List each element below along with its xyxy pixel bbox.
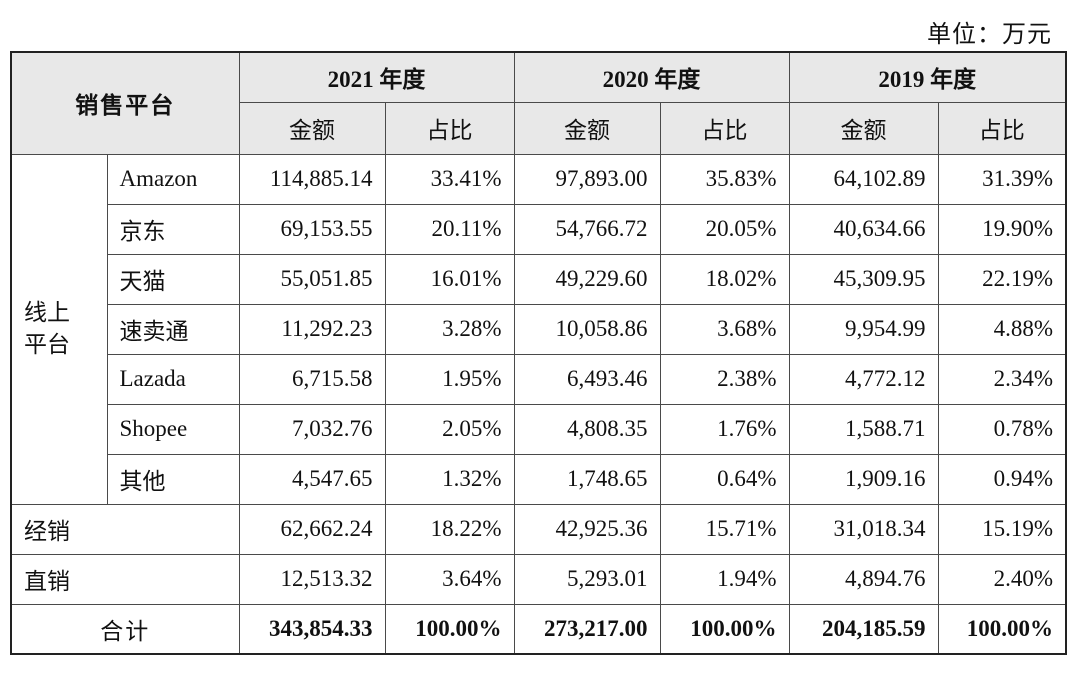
cell-ratio: 2.05% bbox=[384, 403, 515, 455]
cell-ratio: 0.78% bbox=[937, 403, 1067, 455]
table-row: Shopee 7,032.76 2.05% 4,808.35 1.76% 1,5… bbox=[11, 403, 1067, 455]
total-ratio: 100.00% bbox=[659, 603, 790, 655]
table-row: 直销 12,513.32 3.64% 5,293.01 1.94% 4,894.… bbox=[10, 553, 1067, 605]
cell-ratio: 1.94% bbox=[659, 553, 790, 605]
cell-ratio: 1.76% bbox=[659, 403, 790, 455]
cell-ratio: 16.01% bbox=[384, 253, 515, 305]
cell-ratio: 3.68% bbox=[659, 303, 790, 355]
cell-amount: 1,588.71 bbox=[788, 403, 939, 455]
cell-amount: 40,634.66 bbox=[788, 203, 939, 255]
cell-amount: 6,715.58 bbox=[238, 353, 386, 405]
cell-ratio: 2.34% bbox=[937, 353, 1067, 405]
cell-amount: 49,229.60 bbox=[513, 253, 661, 305]
cell-ratio: 18.22% bbox=[384, 503, 515, 555]
cell-ratio: 0.94% bbox=[937, 453, 1067, 505]
total-label: 合计 bbox=[10, 603, 240, 655]
table-row: Lazada 6,715.58 1.95% 6,493.46 2.38% 4,7… bbox=[11, 353, 1067, 405]
cell-amount: 4,808.35 bbox=[513, 403, 661, 455]
sales-platform-table: 销售平台 2021 年度 2020 年度 2019 年度 金额 占比 金额 占比… bbox=[10, 51, 1067, 655]
cell-amount: 7,032.76 bbox=[238, 403, 386, 455]
cell-ratio: 35.83% bbox=[659, 153, 790, 205]
header-year-2021: 2021 年度 bbox=[238, 51, 515, 103]
header-platform: 销售平台 bbox=[10, 51, 240, 155]
cell-amount: 1,909.16 bbox=[788, 453, 939, 505]
cell-amount: 9,954.99 bbox=[788, 303, 939, 355]
total-row: 合计 343,854.33 100.00% 273,217.00 100.00%… bbox=[10, 603, 1067, 655]
channel-name: 经销 bbox=[10, 503, 240, 555]
header-row-years: 销售平台 2021 年度 2020 年度 2019 年度 bbox=[10, 51, 1067, 155]
platform-name: 天猫 bbox=[106, 253, 240, 305]
cell-ratio: 1.95% bbox=[384, 353, 515, 405]
platform-name: 速卖通 bbox=[106, 303, 240, 355]
cell-amount: 64,102.89 bbox=[788, 153, 939, 205]
cell-ratio: 3.28% bbox=[384, 303, 515, 355]
header-year-2020: 2020 年度 bbox=[513, 51, 790, 103]
cell-ratio: 18.02% bbox=[659, 253, 790, 305]
cell-amount: 114,885.14 bbox=[238, 153, 386, 205]
cell-ratio: 15.19% bbox=[937, 503, 1067, 555]
group-label-online: 线上 平台 bbox=[10, 153, 108, 505]
cell-ratio: 19.90% bbox=[937, 203, 1067, 255]
header-ratio: 占比 bbox=[937, 101, 1067, 155]
total-amount: 273,217.00 bbox=[513, 603, 661, 655]
channel-name: 直销 bbox=[10, 553, 240, 605]
table-row: 经销 62,662.24 18.22% 42,925.36 15.71% 31,… bbox=[10, 503, 1067, 555]
cell-ratio: 20.11% bbox=[384, 203, 515, 255]
cell-amount: 4,547.65 bbox=[238, 453, 386, 505]
cell-amount: 45,309.95 bbox=[788, 253, 939, 305]
group-label-line2: 平台 bbox=[24, 332, 70, 357]
table-row: 天猫 55,051.85 16.01% 49,229.60 18.02% 45,… bbox=[11, 253, 1067, 305]
header-amount: 金额 bbox=[238, 101, 386, 155]
cell-ratio: 33.41% bbox=[384, 153, 515, 205]
cell-ratio: 22.19% bbox=[937, 253, 1067, 305]
cell-amount: 42,925.36 bbox=[513, 503, 661, 555]
cell-amount: 97,893.00 bbox=[513, 153, 661, 205]
header-amount: 金额 bbox=[788, 101, 939, 155]
cell-ratio: 2.38% bbox=[659, 353, 790, 405]
table-row: 京东 69,153.55 20.11% 54,766.72 20.05% 40,… bbox=[11, 203, 1067, 255]
cell-amount: 31,018.34 bbox=[788, 503, 939, 555]
cell-amount: 4,772.12 bbox=[788, 353, 939, 405]
header-ratio: 占比 bbox=[384, 101, 515, 155]
cell-amount: 6,493.46 bbox=[513, 353, 661, 405]
header-ratio: 占比 bbox=[659, 101, 790, 155]
platform-name: 其他 bbox=[106, 453, 240, 505]
total-amount: 343,854.33 bbox=[238, 603, 386, 655]
table-row: 其他 4,547.65 1.32% 1,748.65 0.64% 1,909.1… bbox=[11, 453, 1067, 505]
table-row: 线上 平台 Amazon 114,885.14 33.41% 97,893.00… bbox=[10, 153, 1067, 505]
cell-ratio: 1.32% bbox=[384, 453, 515, 505]
header-row-metrics: 金额 占比 金额 占比 金额 占比 bbox=[11, 101, 1067, 155]
cell-amount: 12,513.32 bbox=[238, 553, 386, 605]
cell-amount: 54,766.72 bbox=[513, 203, 661, 255]
platform-name: Amazon bbox=[106, 153, 240, 205]
cell-ratio: 0.64% bbox=[659, 453, 790, 505]
cell-ratio: 3.64% bbox=[384, 553, 515, 605]
total-amount: 204,185.59 bbox=[788, 603, 939, 655]
unit-label: 单位：万元 bbox=[927, 22, 1052, 48]
cell-amount: 5,293.01 bbox=[513, 553, 661, 605]
total-ratio: 100.00% bbox=[937, 603, 1067, 655]
platform-name: Shopee bbox=[106, 403, 240, 455]
cell-amount: 55,051.85 bbox=[238, 253, 386, 305]
cell-amount: 4,894.76 bbox=[788, 553, 939, 605]
cell-amount: 11,292.23 bbox=[238, 303, 386, 355]
cell-amount: 69,153.55 bbox=[238, 203, 386, 255]
cell-ratio: 4.88% bbox=[937, 303, 1067, 355]
total-ratio: 100.00% bbox=[384, 603, 515, 655]
group-label-line1: 线上 bbox=[24, 300, 70, 325]
header-year-2019: 2019 年度 bbox=[788, 51, 1067, 103]
cell-ratio: 31.39% bbox=[937, 153, 1067, 205]
cell-ratio: 20.05% bbox=[659, 203, 790, 255]
platform-name: 京东 bbox=[106, 203, 240, 255]
cell-amount: 10,058.86 bbox=[513, 303, 661, 355]
cell-amount: 62,662.24 bbox=[238, 503, 386, 555]
cell-ratio: 15.71% bbox=[659, 503, 790, 555]
platform-name: Lazada bbox=[106, 353, 240, 405]
cell-amount: 1,748.65 bbox=[513, 453, 661, 505]
cell-ratio: 2.40% bbox=[937, 553, 1067, 605]
table-row: 速卖通 11,292.23 3.28% 10,058.86 3.68% 9,95… bbox=[11, 303, 1067, 355]
header-amount: 金额 bbox=[513, 101, 661, 155]
